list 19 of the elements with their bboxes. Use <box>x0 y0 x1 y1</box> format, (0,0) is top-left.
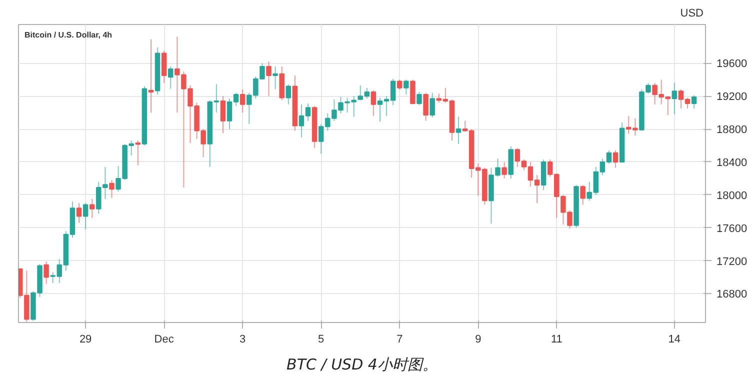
y-tick-label: 19200 <box>716 91 748 104</box>
y-tick-label: 18000 <box>716 190 748 202</box>
x-tick-label: 11 <box>550 334 562 346</box>
y-tick-label: 19600 <box>716 58 748 70</box>
y-tick-label: 18800 <box>716 124 748 136</box>
text: Bitcoin / U.S. Dollar, 4h <box>24 30 112 40</box>
text: USD <box>680 8 704 20</box>
x-tick-label: 9 <box>475 334 482 346</box>
y-tick-label: 17600 <box>716 222 748 235</box>
x-tick-label: 7 <box>396 334 403 346</box>
x-tick-label: 29 <box>79 334 92 346</box>
y-tick-label: 18400 <box>716 156 748 169</box>
x-tick-label: Dec <box>154 334 174 346</box>
x-tick-label: 14 <box>668 334 681 346</box>
x-tick-label: 5 <box>318 334 324 346</box>
y-tick-label: 16800 <box>716 288 748 301</box>
x-tick-label: 3 <box>240 334 246 346</box>
y-tick-label: 17200 <box>716 256 748 268</box>
text: BTC / USD 4小时图。 <box>286 356 438 374</box>
